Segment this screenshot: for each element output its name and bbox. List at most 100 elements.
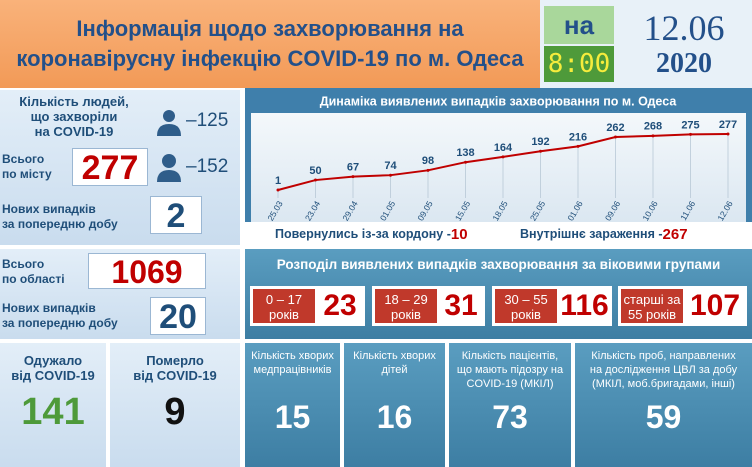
chart-title: Динаміка виявлених випадків захворювання… (320, 94, 678, 108)
label-line: що мають підозру на (456, 364, 564, 376)
data-label: 74 (384, 160, 397, 172)
label-line: Кількість хворих (251, 350, 334, 362)
data-label: 138 (456, 147, 474, 159)
point (614, 135, 617, 139)
age-label: 0 – 17 років (253, 289, 315, 323)
outcome-card: Померло від COVID-19 9 (110, 343, 240, 467)
outcome-value: 141 (21, 391, 85, 433)
data-label: 268 (644, 121, 662, 133)
date-box: на 8:00 12.06 2020 (540, 0, 752, 88)
label-line: від COVID-19 (133, 368, 217, 383)
data-label: 277 (719, 119, 737, 131)
outcome-label: Одужало від COVID-19 (0, 353, 106, 383)
data-label: 98 (422, 155, 434, 167)
source-label: Повернулись із-за кордону - (275, 227, 451, 241)
label-line: на дослідження ЦВЛ за добу (589, 364, 738, 376)
outcome-card: Одужало від COVID-19 141 (0, 343, 106, 467)
stat-label: Кількість хворих медпрацівників (249, 349, 336, 377)
source-label: Внутрішнє зараження - (520, 227, 663, 241)
label-line: Кількість проб, направлених (591, 350, 736, 362)
stat-label: Кількість проб, направлених на дослідженн… (579, 349, 748, 391)
label-line: років (269, 307, 299, 322)
label-line: 30 – 55 (504, 292, 548, 307)
stat-value: 59 (645, 399, 682, 435)
age-value: 116 (560, 289, 609, 322)
label: Всього (2, 257, 45, 271)
city-total: 277 (72, 148, 148, 187)
label-line: років (391, 307, 421, 322)
source-value: 10 (451, 226, 468, 243)
stat-label: Кількість хворих дітей (348, 349, 441, 377)
city-panel: Кількість людей, що захворіли на COVID-1… (0, 90, 240, 245)
label: Нових випадків (2, 301, 96, 315)
date: 12.06 (643, 8, 725, 48)
label: по області (2, 272, 65, 286)
label-line: Кількість хворих (353, 350, 436, 362)
plot-area (251, 113, 746, 222)
stat-card: Кількість пацієнтів, що мають підозру на C… (449, 343, 571, 467)
region-panel: Всього по області 1069 Нових випадків за… (0, 249, 240, 339)
male-icon (157, 110, 181, 136)
stat-card: Кількість хворих медпрацівників 15 (245, 343, 340, 467)
title-line: коронавірусну інфекцію COVID-19 по м. Од… (16, 46, 524, 71)
label-line: 18 – 29 (384, 292, 428, 307)
label-line: (МКІЛ, моб.бригадами, інші) (592, 378, 735, 390)
point (426, 168, 430, 172)
label-line: 0 – 17 (265, 292, 303, 307)
age-value: 23 (323, 289, 357, 322)
header: Інформація щодо захворювання на коронаві… (0, 0, 540, 88)
female-icon (157, 154, 181, 182)
data-label: 1 (275, 175, 281, 187)
caption: що захворіли (30, 109, 118, 124)
stat-card: Кількість хворих дітей 16 (344, 343, 445, 467)
age-card: 0 – 17 років 23 (250, 286, 365, 326)
age-value: 31 (444, 289, 478, 322)
point (726, 132, 730, 136)
label-line: Кількість пацієнтів, (461, 350, 559, 362)
label: Нових випадків (2, 202, 96, 216)
year: 2020 (656, 48, 712, 79)
city-new: 2 (150, 196, 202, 235)
point (651, 134, 655, 138)
data-label: 262 (606, 122, 624, 134)
region-total: 1069 (88, 253, 206, 290)
time: 8:00 (544, 46, 614, 82)
age-card: старші за 55 років 107 (618, 286, 747, 326)
data-label: 67 (347, 162, 359, 174)
ages-title: Розподіл виявлених випадків захворювання… (276, 257, 721, 272)
label-line: старші за (623, 292, 681, 307)
caption: Кількість людей, (19, 94, 129, 109)
female-count: –152 (186, 156, 229, 177)
source-value: 267 (663, 226, 688, 243)
ages-panel: Розподіл виявлених випадків захворювання… (245, 249, 752, 339)
stat-value: 16 (376, 399, 413, 435)
title-line: Інформація щодо захворювання на (76, 16, 464, 41)
stat-value: 15 (274, 399, 311, 435)
data-label: 50 (309, 165, 321, 177)
label-line: 55 років (627, 307, 676, 322)
source: Внутрішнє зараження -267 (520, 226, 688, 243)
age-card: 18 – 29 років 31 (372, 286, 485, 326)
point (464, 160, 467, 164)
point (501, 155, 505, 159)
outcome-value: 9 (164, 391, 186, 433)
label: Всього (2, 152, 45, 166)
chart: Динаміка виявлених випадків захворювання… (245, 88, 752, 245)
male-count: –125 (186, 110, 229, 131)
stat-card: Кількість проб, направлених на дослідженн… (575, 343, 752, 467)
point (539, 149, 542, 153)
label: по місту (2, 167, 52, 181)
age-label: старші за 55 років (621, 289, 683, 323)
region-new: 20 (150, 297, 206, 336)
age-card: 30 – 55 років 116 (492, 286, 612, 326)
source-strip (245, 222, 752, 245)
point (389, 173, 392, 177)
prefix: на (544, 6, 614, 44)
stat-label: Кількість пацієнтів, що мають підозру на C… (453, 349, 567, 391)
label-line: Одужало (23, 353, 83, 368)
stat-value: 73 (492, 399, 528, 435)
caption: на COVID-19 (34, 124, 114, 139)
label-line: від COVID-19 (11, 368, 95, 383)
data-label: 164 (494, 142, 513, 154)
